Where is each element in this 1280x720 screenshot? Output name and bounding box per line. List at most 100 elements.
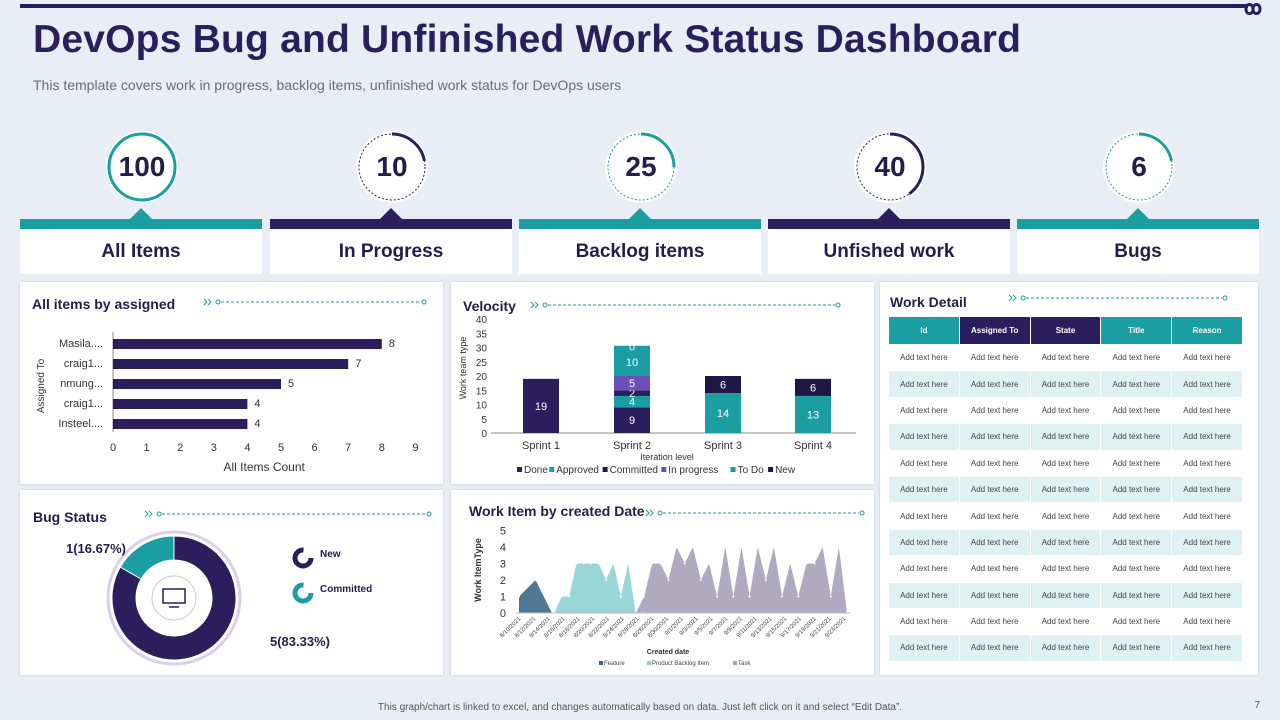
legend-swatch [517,467,522,472]
table-cell: Add text here [1100,343,1173,372]
area-point [789,562,792,565]
table-cell: Add text here [958,634,1031,662]
table-header-cell: Assigned To [958,316,1031,345]
kpi-card: 100 All Items [20,130,262,275]
kpi-value: 40 [874,151,906,182]
y-tick-label: 4 [500,542,506,554]
segment-value-label: 14 [717,408,729,420]
area-point [627,562,630,565]
table-cell: Add text here [1171,528,1243,557]
x-axis-title: All Items Count [224,460,306,474]
decorative-arrow-line-icon [144,510,432,518]
y-tick-label: craig1... [64,358,103,370]
table-row: Add text here Add text here Add text here A… [888,343,1243,372]
segment-value-label: 19 [535,401,547,413]
legend-swatch [599,661,603,665]
stacked-bar-segment [795,378,831,396]
table-cell: Add text here [1029,449,1102,477]
table-cell: Add text here [1171,502,1243,530]
area-point [805,562,808,565]
y-tick-label: 0 [500,608,506,620]
table-header-cell: Id [888,316,960,345]
table-cell: Add text here [1171,396,1243,425]
area-point [732,595,735,598]
area-point [724,546,727,548]
kpi-label: In Progress [270,229,512,274]
legend-label: New [320,549,341,560]
area-point [619,595,622,598]
table-cell: Add text here [1171,423,1243,451]
kpi-notch [629,208,651,219]
table-cell: Add text here [958,581,1031,609]
table-cell: Add text here [1100,449,1173,477]
kpi-ring [106,131,178,203]
top-rule [20,4,1248,8]
kpi-card: 25 Backlog items [519,130,761,275]
table-cell: Add text here [1171,581,1243,609]
kpi-notch [1127,208,1149,219]
table-cell: Add text here [1171,634,1243,662]
table-cell: Add text here [1029,370,1102,398]
table-cell: Add text here [1171,343,1243,372]
table-cell: Add text here [888,607,960,636]
table-row: Add text here Add text here Add text here A… [888,555,1243,583]
area-point [837,546,840,548]
bar [113,379,281,389]
kpi-label: Unfished work [768,229,1010,274]
bug-status-donut-chart: 1(16.67%) 5(83.33%) New Committed [66,530,372,666]
kpi-notch [130,208,152,219]
kpi-label: Backlog items [519,229,761,274]
legend-swatch [602,467,608,472]
area-point [560,595,563,598]
legend-donut-icon [292,547,314,569]
legend-label: Task [738,661,751,667]
stacked-bar-segment [614,345,650,348]
y-tick-label: 5 [500,526,506,538]
bar-value-label: 8 [389,338,395,350]
table-row: Add text here Add text here Add text here A… [888,370,1243,398]
stacked-bar-segment [614,407,650,433]
table-cell: Add text here [888,634,960,662]
legend-label: Done [524,465,548,476]
kpi-value: 100 [118,151,166,182]
area-point [813,562,816,565]
y-tick-label: nmung... [60,378,103,390]
panel-title-velocity: Velocity [463,298,516,314]
y-tick-label: Masila.... [59,338,103,350]
table-cell: Add text here [1171,370,1243,398]
kpi-bar [519,219,761,229]
area-point [612,562,615,565]
table-cell: Add text here [958,607,1031,636]
y-tick-label: craig1... [64,398,103,410]
footer-note: This graph/chart is linked to excel, and… [377,702,903,713]
bar-value-label: 5 [288,378,294,390]
table-cell: Add text here [888,423,960,451]
table-row: Add text here Add text here Add text here A… [888,449,1243,477]
table-cell: Add text here [1171,449,1243,477]
segment-value-label: 6 [810,382,816,394]
table-cell: Add text here [1029,502,1102,530]
stacked-bar-segment [614,390,650,396]
segment-value-label: 5 [629,378,635,390]
y-tick-label: 35 [476,329,488,340]
table-header-cell: Title [1100,316,1173,345]
bar [113,419,248,429]
decorative-arrow-line-icon [645,509,865,517]
x-tick-label: Sprint 4 [794,440,832,452]
legend-label: New [775,465,796,476]
legend-label: Approved [556,465,599,476]
bar-value-label: 4 [254,418,260,430]
table-cell: Add text here [1100,423,1173,451]
table-cell: Add text here [958,449,1031,477]
segment-value-label: 9 [629,415,635,427]
segment-value-label: 0 [629,342,635,354]
area-point [518,595,520,598]
x-tick-label: 1 [144,442,150,454]
segment-value-label: 13 [807,409,819,421]
donut-slice [111,535,237,661]
table-cell: Add text here [1100,370,1173,398]
area-point [716,595,719,598]
kpi-card: 40 Unfished work [768,130,1010,275]
table-row: Add text here Add text here Add text here A… [888,423,1243,451]
